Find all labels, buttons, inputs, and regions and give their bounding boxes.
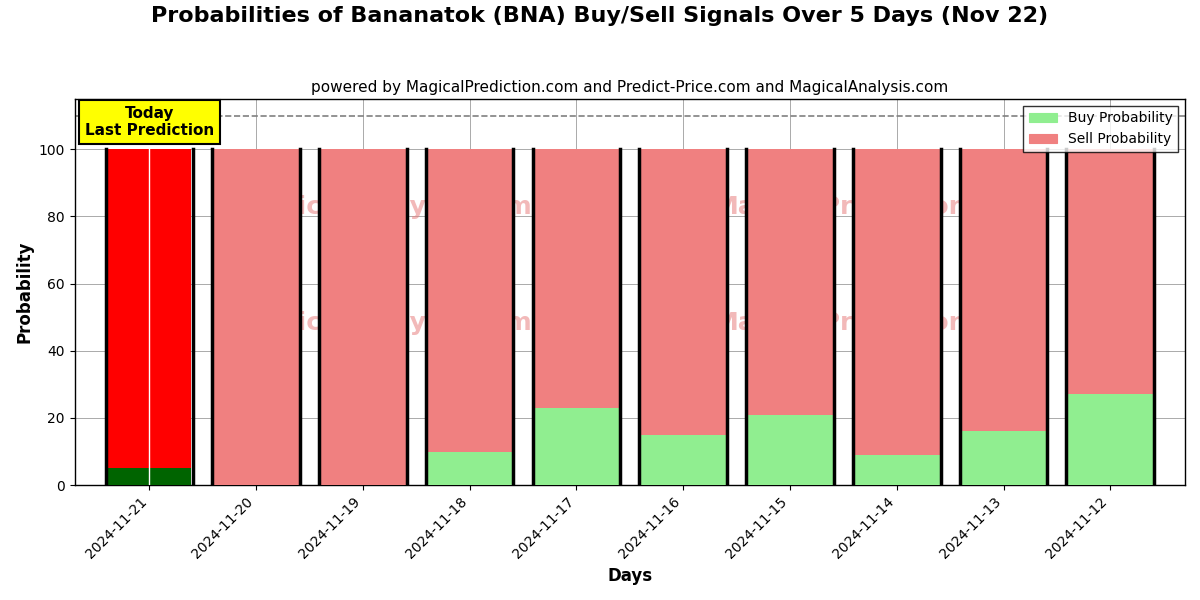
Bar [960, 149, 1048, 431]
Text: MagicalPrediction.com: MagicalPrediction.com [714, 195, 1034, 219]
Bar [1067, 149, 1154, 394]
Text: Today
Last Prediction: Today Last Prediction [85, 106, 214, 138]
Bar [853, 149, 941, 455]
Bar [640, 435, 727, 485]
Bar [212, 149, 300, 485]
Text: MagicalAnalysis.com: MagicalAnalysis.com [239, 311, 533, 335]
Bar [426, 149, 514, 452]
Bar [108, 149, 149, 468]
Text: MagicalAnalysis.com: MagicalAnalysis.com [239, 195, 533, 219]
X-axis label: Days: Days [607, 567, 653, 585]
Bar [149, 468, 191, 485]
Text: Probabilities of Bananatok (BNA) Buy/Sell Signals Over 5 Days (Nov 22): Probabilities of Bananatok (BNA) Buy/Sel… [151, 6, 1049, 26]
Bar [1067, 394, 1154, 485]
Bar [960, 431, 1048, 485]
Bar [149, 149, 191, 468]
Bar [533, 408, 620, 485]
Bar [533, 149, 620, 408]
Bar [853, 455, 941, 485]
Bar [640, 149, 727, 435]
Text: MagicalPrediction.com: MagicalPrediction.com [714, 311, 1034, 335]
Legend: Buy Probability, Sell Probability: Buy Probability, Sell Probability [1024, 106, 1178, 152]
Bar [108, 468, 149, 485]
Title: powered by MagicalPrediction.com and Predict-Price.com and MagicalAnalysis.com: powered by MagicalPrediction.com and Pre… [311, 80, 948, 95]
Bar [319, 149, 407, 485]
Y-axis label: Probability: Probability [16, 241, 34, 343]
Bar [746, 149, 834, 415]
Bar [746, 415, 834, 485]
Bar [426, 452, 514, 485]
